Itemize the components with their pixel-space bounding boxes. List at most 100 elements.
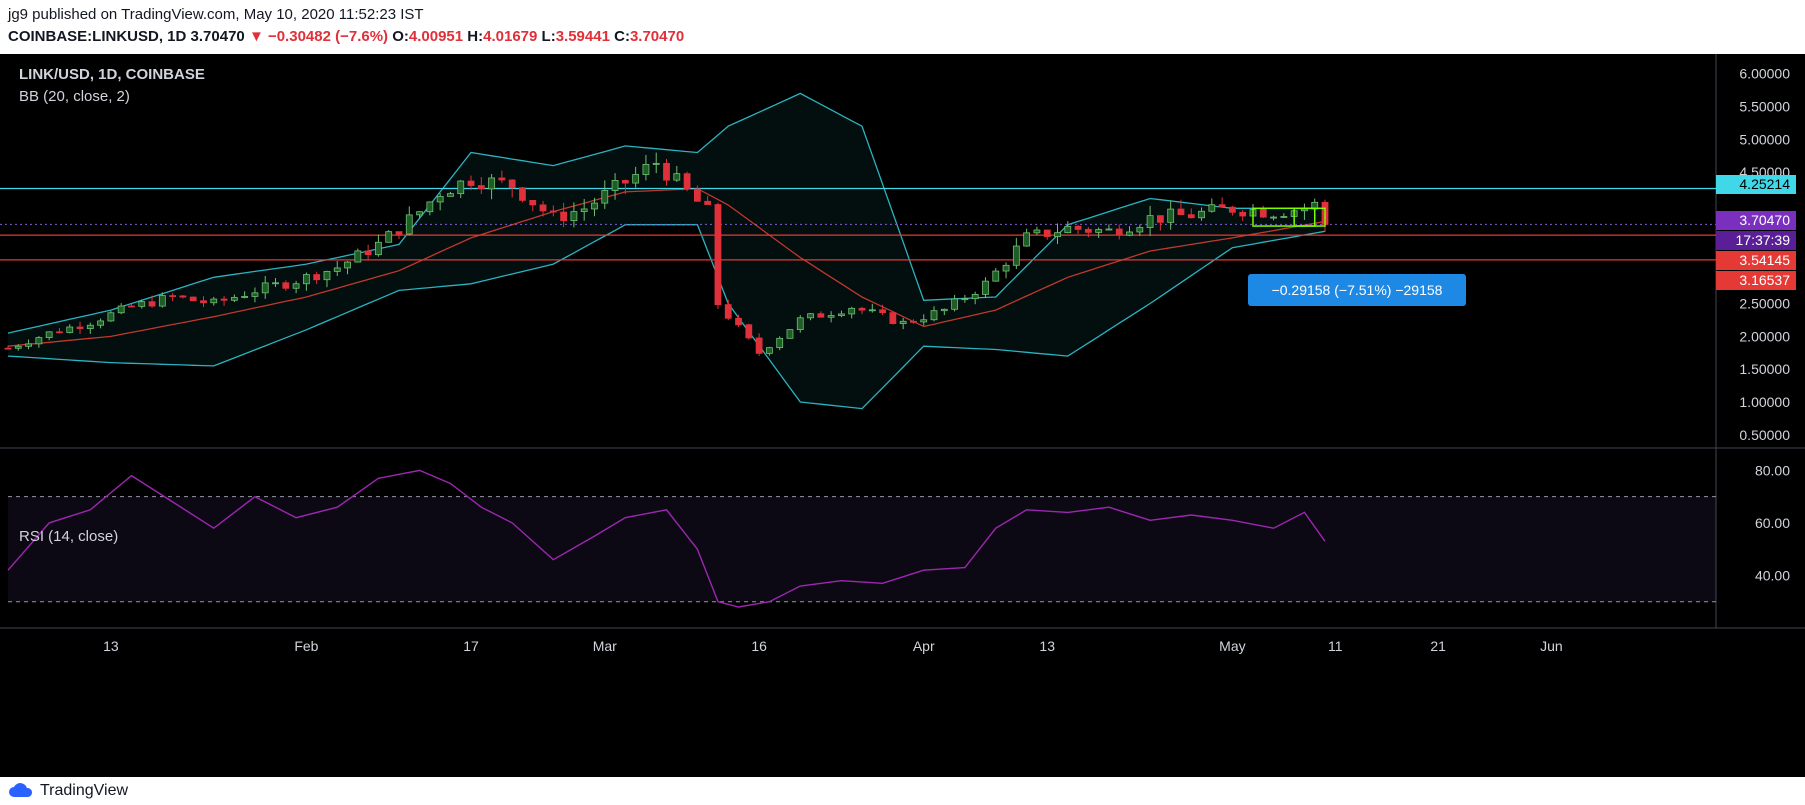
bb-fill xyxy=(8,93,1325,409)
candle-body xyxy=(333,267,341,272)
candle-body xyxy=(117,305,125,314)
time-tick-label: Feb xyxy=(294,638,318,654)
candle-body xyxy=(14,345,22,349)
candle-body xyxy=(200,300,207,304)
time-tick-label: 13 xyxy=(1039,638,1055,654)
candle-body xyxy=(827,315,835,318)
candle-body xyxy=(673,173,681,181)
candle-body xyxy=(745,324,753,339)
candle-body xyxy=(549,210,557,213)
close-value: 3.70470 xyxy=(629,28,685,45)
candle-body xyxy=(107,312,115,322)
close-label: C: xyxy=(614,28,630,45)
open-value: 4.00951 xyxy=(408,28,464,45)
rsi-line xyxy=(7,469,1326,608)
highlight-box-2[interactable] xyxy=(1293,207,1326,227)
candle-body xyxy=(498,177,506,181)
rsi-band xyxy=(8,496,1716,602)
candle-body xyxy=(951,298,959,310)
price-tick-label: 2.00000 xyxy=(1739,328,1790,344)
candle-body xyxy=(1156,215,1164,223)
candle-body xyxy=(467,180,475,186)
candle-body xyxy=(1074,225,1082,230)
measure-tooltip: −0.29158 (−7.51%) −29158 xyxy=(1248,274,1466,306)
candle-body xyxy=(148,301,156,307)
candle-body xyxy=(663,162,670,181)
candle-body xyxy=(621,180,629,184)
high-label: H: xyxy=(467,28,484,45)
time-tick-label: May xyxy=(1219,638,1245,654)
candle-body xyxy=(354,250,362,263)
candle-body xyxy=(899,320,907,325)
bb-upper-line xyxy=(7,92,1325,334)
price-tick-label: 6.00000 xyxy=(1739,66,1790,82)
rsi-tick-label: 60.00 xyxy=(1755,515,1790,531)
candle-body xyxy=(838,313,845,316)
candle-body xyxy=(786,329,794,339)
candle-body xyxy=(1043,229,1051,237)
candle-body xyxy=(1280,216,1288,218)
candle-body xyxy=(1177,208,1185,216)
candle-body xyxy=(1270,216,1277,219)
candle-body xyxy=(632,174,640,184)
candle-body xyxy=(879,309,886,314)
candle-body xyxy=(4,347,12,350)
candle-body xyxy=(86,324,94,329)
candle-body xyxy=(807,313,814,319)
symbol-ohlc-line: COINBASE:LINKUSD, 1D 3.70470 ▼ −0.30482 … xyxy=(8,28,684,45)
candle-body xyxy=(560,211,568,222)
price-tick-label: 5.50000 xyxy=(1739,99,1790,115)
candle-body xyxy=(169,295,177,297)
chart-area[interactable]: 0.50000 1.00000 1.50000 2.00000 2.50000 4.500… xyxy=(0,54,1805,777)
candle-body xyxy=(642,164,650,175)
candle-body xyxy=(76,326,84,329)
candle-body xyxy=(1136,227,1144,233)
candle-body xyxy=(1023,232,1031,247)
tradingview-logo[interactable]: TradingView xyxy=(8,782,128,800)
candle-body xyxy=(220,298,228,301)
candle-body xyxy=(138,301,146,307)
candle-body xyxy=(1146,215,1154,228)
highlight-box[interactable] xyxy=(1252,207,1316,227)
candle-body xyxy=(158,295,166,307)
last-price-tag: 3.70470 xyxy=(1716,211,1796,230)
candle-body xyxy=(570,211,578,222)
candle-body xyxy=(1218,204,1226,208)
candle-body xyxy=(910,320,917,323)
candle-body xyxy=(735,317,742,326)
price-tick-label: 5.00000 xyxy=(1739,131,1790,147)
candle-body xyxy=(241,296,249,298)
candle-body xyxy=(519,187,526,201)
time-tick-label: Jun xyxy=(1540,638,1563,654)
candle-body xyxy=(375,241,382,256)
bb-legend[interactable]: BB (20, close, 2) xyxy=(19,88,130,105)
candle-body xyxy=(97,320,105,326)
candle-body xyxy=(591,202,598,210)
symbol: COINBASE:LINKUSD, 1D xyxy=(8,28,187,45)
time-tick-label: Mar xyxy=(593,638,617,654)
candle-body xyxy=(313,274,321,281)
candle-body xyxy=(282,282,290,289)
resistance-price-tag: 4.25214 xyxy=(1716,175,1796,194)
candle-body xyxy=(580,208,588,213)
candle-body xyxy=(1208,204,1216,212)
candle-body xyxy=(272,282,279,285)
chart-canvas[interactable]: 0.500001.000001.500002.000002.500004.500… xyxy=(0,54,1805,777)
support2-price-tag: 3.16537 xyxy=(1716,271,1796,290)
rsi-legend[interactable]: RSI (14, close) xyxy=(19,528,119,545)
price-tick-label: 0.50000 xyxy=(1739,427,1790,443)
footer: TradingView xyxy=(0,777,1805,805)
candle-body xyxy=(776,337,784,349)
candle-body xyxy=(1012,245,1020,266)
bb-basis-line xyxy=(7,187,1326,347)
last-price: 3.70470 xyxy=(190,28,245,45)
time-tick-label: 21 xyxy=(1430,638,1446,654)
candle-body xyxy=(683,173,691,190)
change-value: ▼ −0.30482 (−7.6%) xyxy=(248,28,389,45)
candle-body xyxy=(35,337,43,345)
rsi-tick-label: 80.00 xyxy=(1755,462,1790,478)
candle-body xyxy=(1095,229,1103,233)
candle-body xyxy=(344,261,351,269)
candle-body xyxy=(1115,228,1123,236)
time-tick-label: 17 xyxy=(463,638,479,654)
